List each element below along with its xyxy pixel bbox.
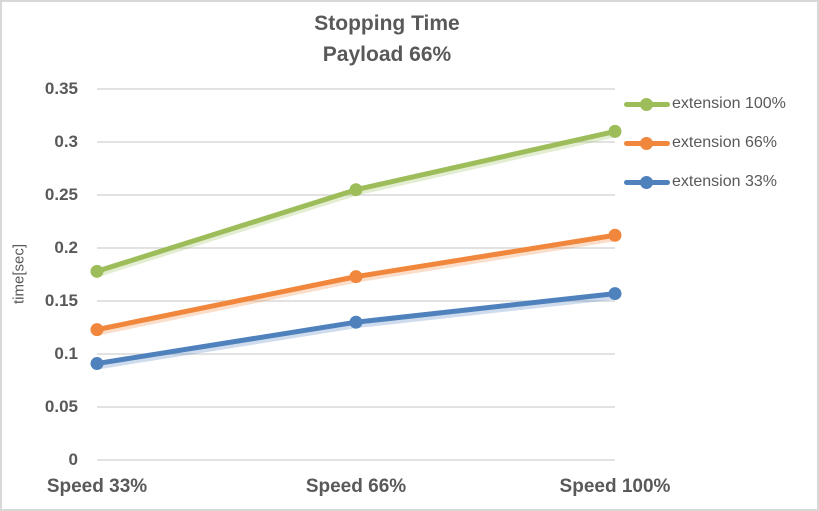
legend-item: extension 66%	[624, 132, 777, 154]
legend-line-marker-icon	[624, 97, 670, 111]
series-line-shadow-extension-100-	[94, 132, 618, 278]
data-point-extension-33-	[349, 315, 363, 329]
legend-label: extension 100%	[672, 95, 786, 112]
series-line-shadow-extension-33-	[94, 294, 618, 370]
legend-line-marker-icon	[624, 136, 670, 150]
y-tick-label: 0.2	[54, 238, 78, 257]
y-tick-label: 0.35	[44, 79, 78, 98]
legend-item: extension 100%	[624, 93, 786, 115]
data-point-extension-100-	[349, 183, 363, 197]
y-tick-label: 0.3	[54, 132, 78, 151]
y-tick-label: 0.1	[54, 344, 78, 363]
data-point-extension-100-	[608, 124, 622, 138]
legend-line-marker-icon	[624, 175, 670, 189]
chart-title: Stopping Time Payload 66%	[72, 8, 702, 70]
x-tick-label: Speed 33%	[46, 476, 148, 497]
legend-item: extension 33%	[624, 171, 777, 193]
data-point-extension-66-	[349, 270, 363, 284]
y-tick-label: 0.25	[44, 185, 78, 204]
data-point-extension-66-	[90, 323, 104, 337]
chart-title-line1: Stopping Time	[314, 12, 460, 35]
x-tick-label: Speed 100%	[559, 476, 671, 497]
y-tick-label: 0.15	[44, 291, 78, 310]
y-axis-title: time[sec]	[10, 243, 28, 305]
y-tick-label: 0.05	[44, 397, 78, 416]
legend-label: extension 66%	[672, 134, 777, 151]
chart-title-line2: Payload 66%	[322, 43, 452, 66]
data-point-extension-33-	[608, 287, 622, 301]
x-tick-label: Speed 66%	[305, 476, 407, 497]
data-point-extension-33-	[90, 357, 104, 371]
data-point-extension-100-	[90, 264, 104, 278]
y-tick-label: 0	[68, 450, 78, 469]
legend-label: extension 33%	[672, 173, 777, 190]
data-point-extension-66-	[608, 228, 622, 242]
